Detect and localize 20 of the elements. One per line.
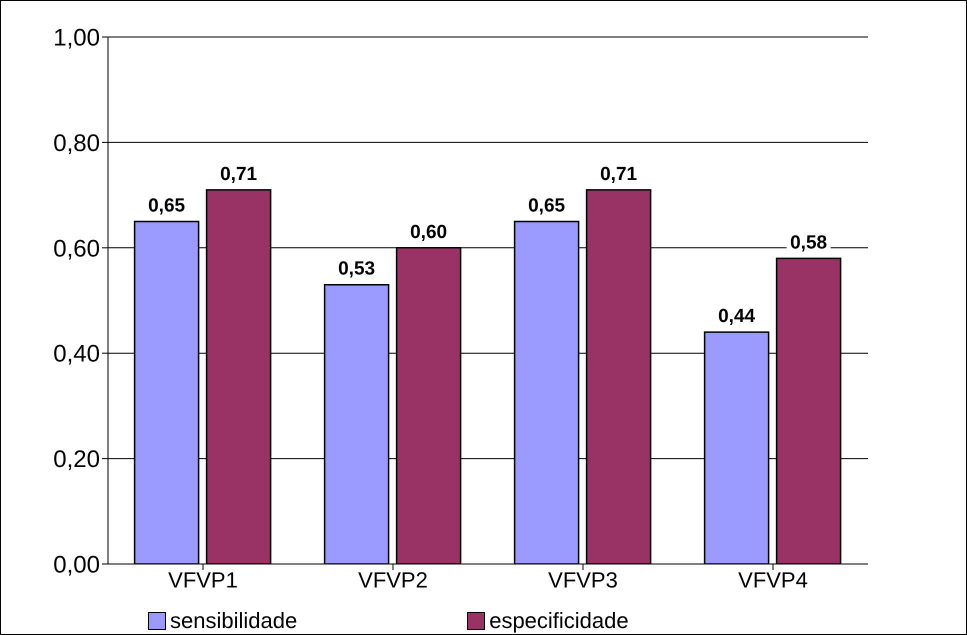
data-label: 0,71 bbox=[220, 164, 258, 185]
x-tick-label: VFVP1 bbox=[168, 568, 238, 593]
data-label: 0,60 bbox=[410, 222, 448, 243]
x-tick-label: VFVP2 bbox=[358, 568, 428, 593]
data-label: 0,65 bbox=[148, 195, 186, 216]
x-tick-label: VFVP3 bbox=[548, 568, 618, 593]
legend-label: sensibilidade bbox=[170, 608, 298, 634]
y-tick-label: 0,00 bbox=[53, 552, 100, 579]
data-label: 0,44 bbox=[718, 306, 756, 328]
y-tick-label: 0,60 bbox=[53, 235, 100, 262]
y-tick-label: 0,20 bbox=[53, 446, 100, 474]
data-label: 0,58 bbox=[790, 232, 828, 254]
data-label: 0,71 bbox=[600, 164, 638, 185]
y-tick-label: 0,40 bbox=[53, 340, 100, 368]
x-tick-label: VFVP4 bbox=[738, 568, 808, 593]
y-tick-label: 0,80 bbox=[53, 130, 100, 157]
legend-label: especificidade bbox=[489, 608, 629, 634]
y-tick-label: 1,00 bbox=[53, 24, 100, 52]
data-label: 0,53 bbox=[338, 258, 376, 280]
data-label: 0,65 bbox=[528, 195, 566, 216]
